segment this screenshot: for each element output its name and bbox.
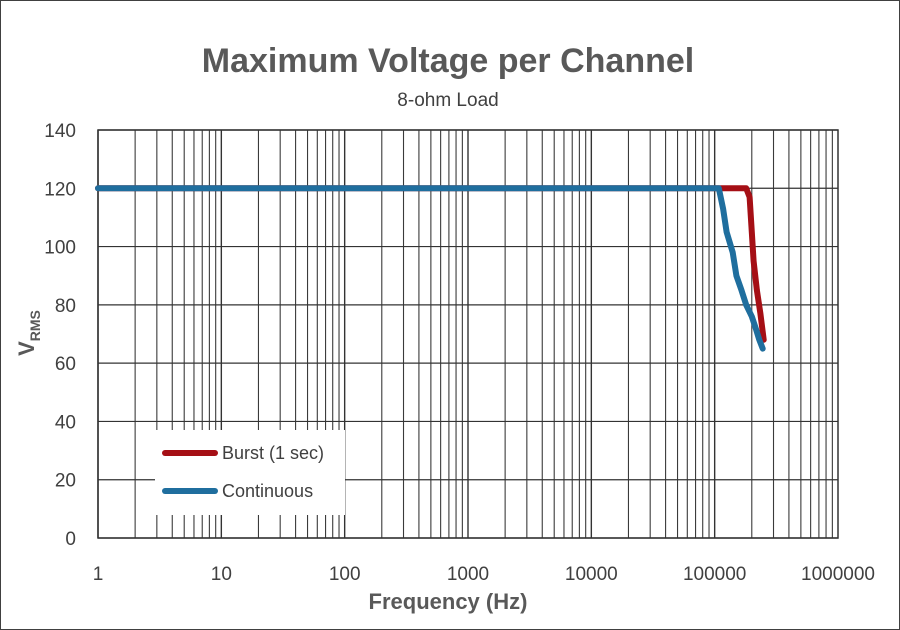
x-tick-label: 1 [93,564,104,585]
legend-label-continuous: Continuous [222,481,313,501]
y-tick-label: 140 [44,121,76,142]
x-axis-title: Frequency (Hz) [369,589,528,614]
y-axis-ticks: 0 20 40 60 80 100 120 140 [44,121,76,550]
x-tick-label: 10000 [565,564,618,585]
y-axis-title-subscript: RMS [27,310,43,341]
x-tick-label: 10 [211,564,232,585]
svg-text:VRMS: VRMS [14,310,43,356]
x-tick-label: 100000 [683,564,746,585]
y-tick-label: 100 [44,238,76,259]
x-tick-label: 1000000 [801,564,875,585]
y-axis-title: VRMS [14,310,43,356]
y-tick-label: 80 [55,296,76,317]
chart-subtitle: 8-ohm Load [397,90,498,111]
y-tick-label: 20 [55,471,76,492]
x-tick-label: 100 [329,564,361,585]
legend-label-burst: Burst (1 sec) [222,443,324,463]
y-tick-label: 60 [55,354,76,375]
legend: Burst (1 sec) Continuous [155,430,345,515]
plot-area [97,129,839,539]
chart-title: Maximum Voltage per Channel [202,42,694,80]
legend-box [155,430,345,515]
y-axis-title-main: V [14,341,39,356]
series-lines [95,185,767,352]
x-tick-label: 1000 [447,564,489,585]
x-axis-ticks: 1 10 100 1000 10000 100000 1000000 [93,564,875,585]
y-tick-label: 0 [65,529,76,550]
y-tick-label: 40 [55,412,76,433]
y-tick-label: 120 [44,179,76,200]
series-line-continuous [95,185,766,352]
